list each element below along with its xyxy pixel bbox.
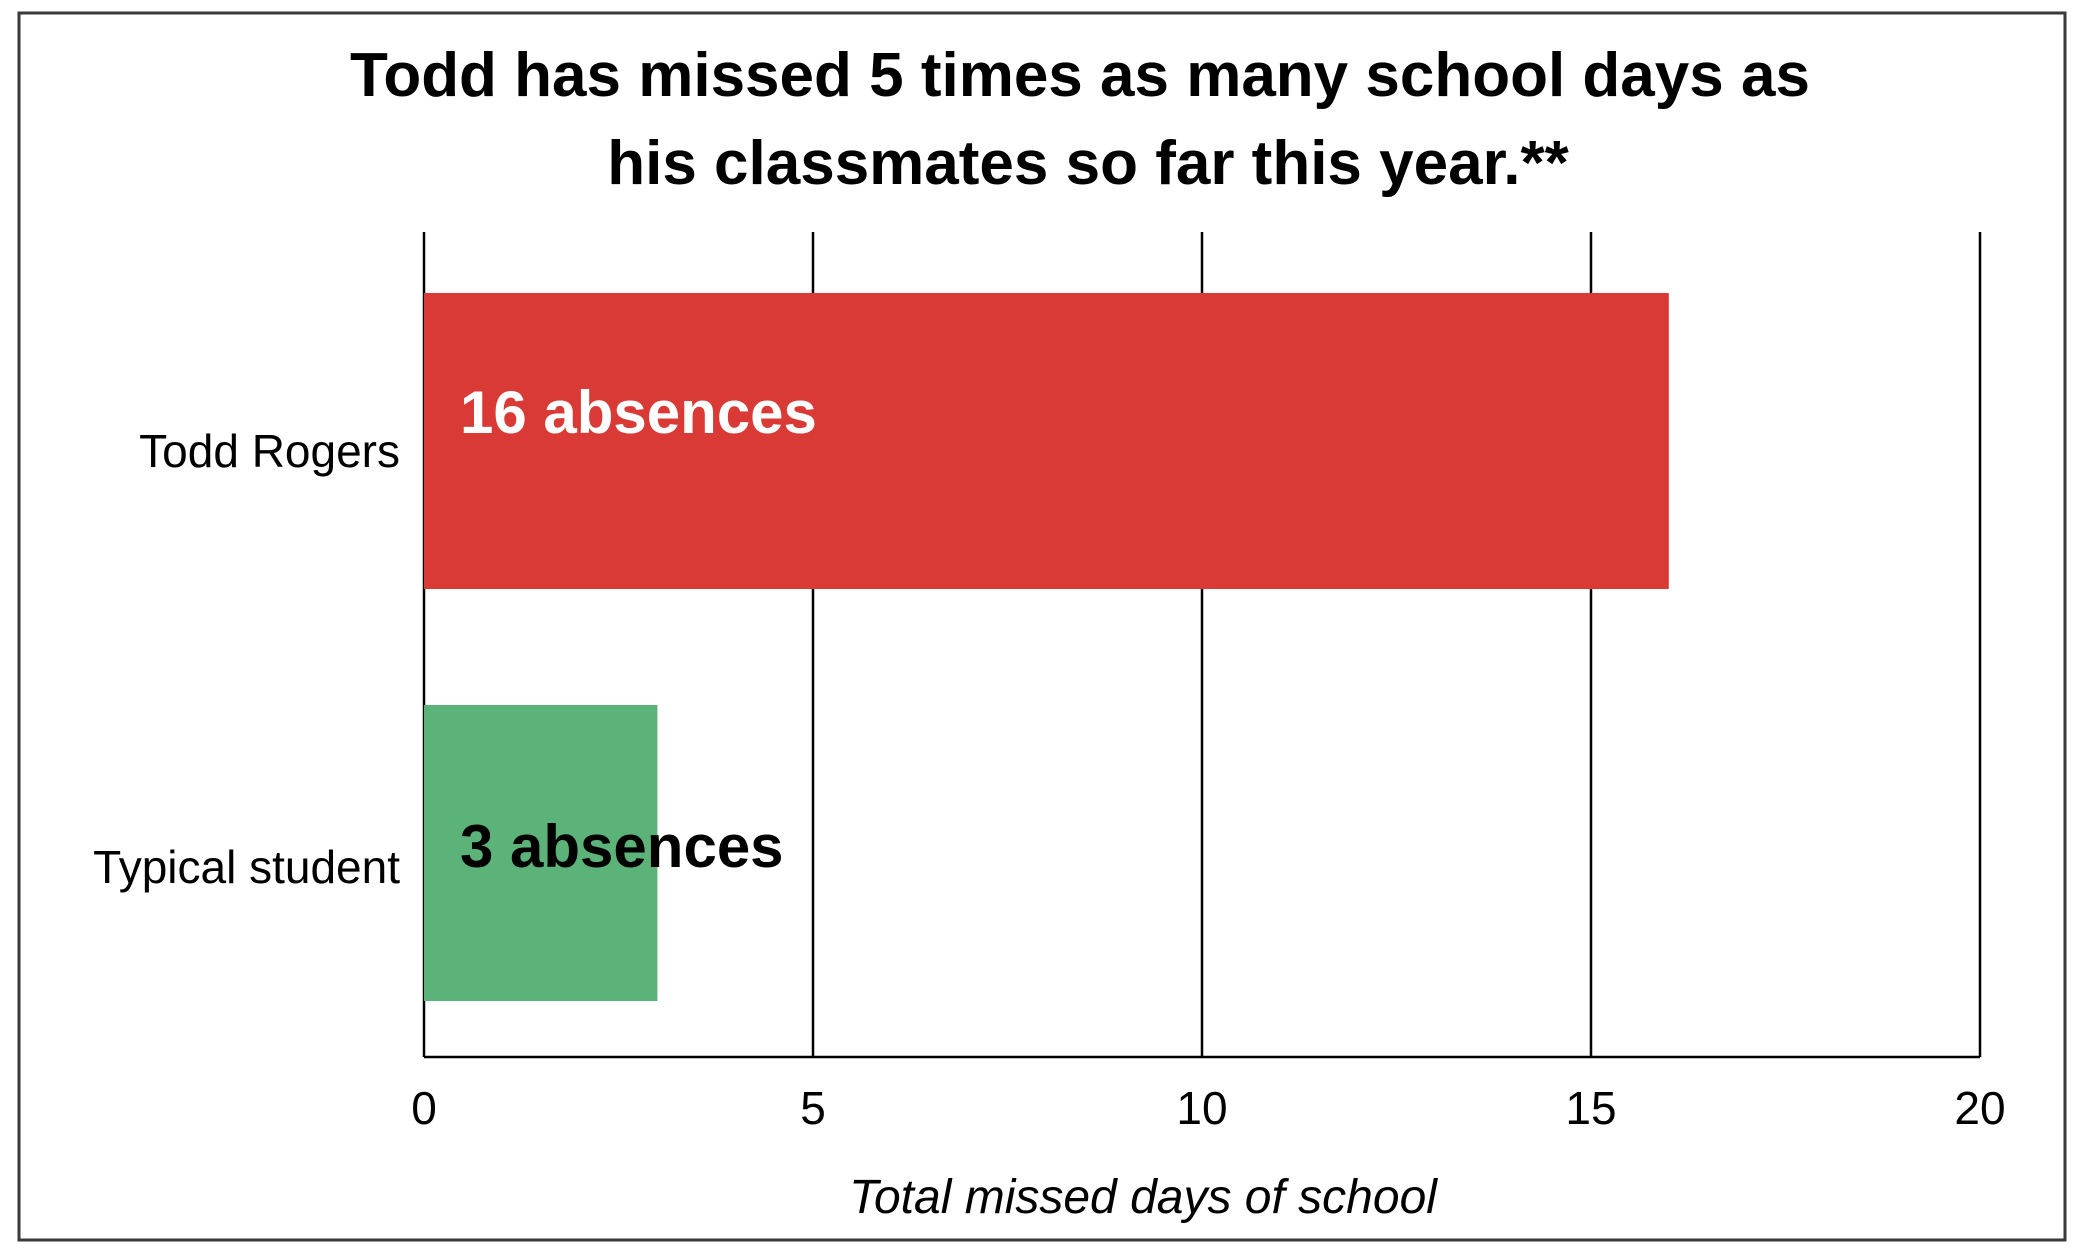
category-label-typical-student: Typical student: [93, 841, 400, 893]
x-tick-label-20: 20: [1954, 1082, 2005, 1134]
x-tick-label-0: 0: [411, 1082, 437, 1134]
x-tick-label-10: 10: [1176, 1082, 1227, 1134]
data-label-todd-rogers: 16 absences: [460, 379, 817, 446]
data-label-typical-student: 3 absences: [460, 813, 784, 880]
category-label-todd-rogers: Todd Rogers: [139, 425, 400, 477]
x-tick-label-5: 5: [800, 1082, 826, 1134]
chart-title-line-2: his classmates so far this year.**: [607, 129, 1569, 198]
chart-frame: [17, 11, 2067, 1242]
labels: 0 5 10 15 20 Todd Rogers 16 absences Typical st…: [93, 379, 2005, 1134]
bar-typical-student: [424, 705, 658, 1001]
bar-todd-rogers: [424, 293, 1669, 589]
bars: [424, 293, 1669, 1001]
x-tick-label-15: 15: [1565, 1082, 1616, 1134]
chart-title-line-1: Todd has missed 5 times as many school d…: [350, 41, 1810, 110]
x-axis-label: Total missed days of school: [849, 1171, 1438, 1224]
